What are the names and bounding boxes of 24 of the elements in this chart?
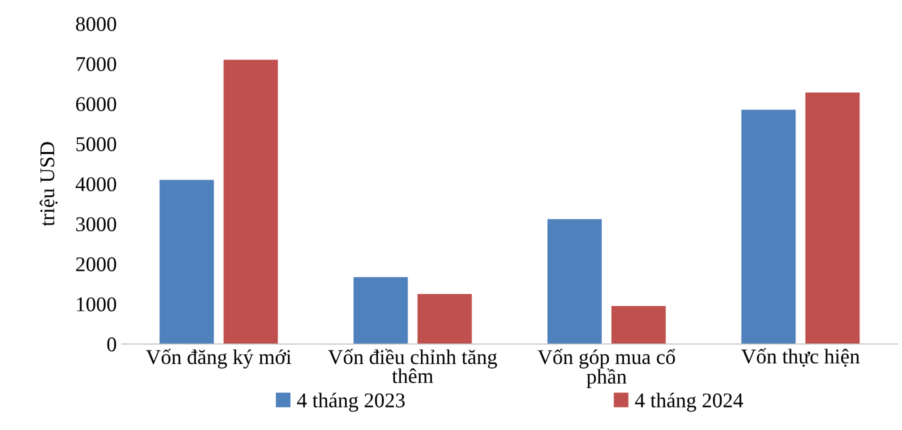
x-tick-label: Vốn điều chỉnh tăng thêm	[328, 348, 498, 384]
y-tick-label: 2000	[76, 257, 116, 272]
bar	[354, 277, 408, 344]
y-axis-title: triệu USD	[40, 142, 58, 226]
y-tick-label: 6000	[76, 97, 116, 112]
bar	[805, 92, 860, 344]
y-tick-label: 1000	[77, 297, 116, 312]
bar	[611, 306, 666, 344]
y-tick-label: 8000	[76, 17, 116, 32]
bar	[547, 219, 602, 344]
y-tick-label: 5000	[76, 137, 116, 152]
x-tick-label: Vốn thực hiện	[741, 348, 860, 367]
y-tick-label: 4000	[76, 177, 116, 192]
y-tick-label: 0	[107, 337, 116, 352]
x-tick-label: Vốn đăng ký mới	[146, 348, 292, 368]
y-tick-label: 3000	[76, 217, 116, 232]
bar	[741, 110, 796, 344]
y-tick-label: 7000	[76, 57, 116, 72]
legend-label: 4 tháng 2023	[297, 392, 405, 412]
bar	[418, 294, 472, 344]
x-tick-label: Vốn góp mua cổ phần	[538, 348, 675, 388]
bar	[160, 180, 214, 344]
bar	[224, 60, 278, 344]
legend-label: 4 tháng 2024	[635, 392, 744, 412]
